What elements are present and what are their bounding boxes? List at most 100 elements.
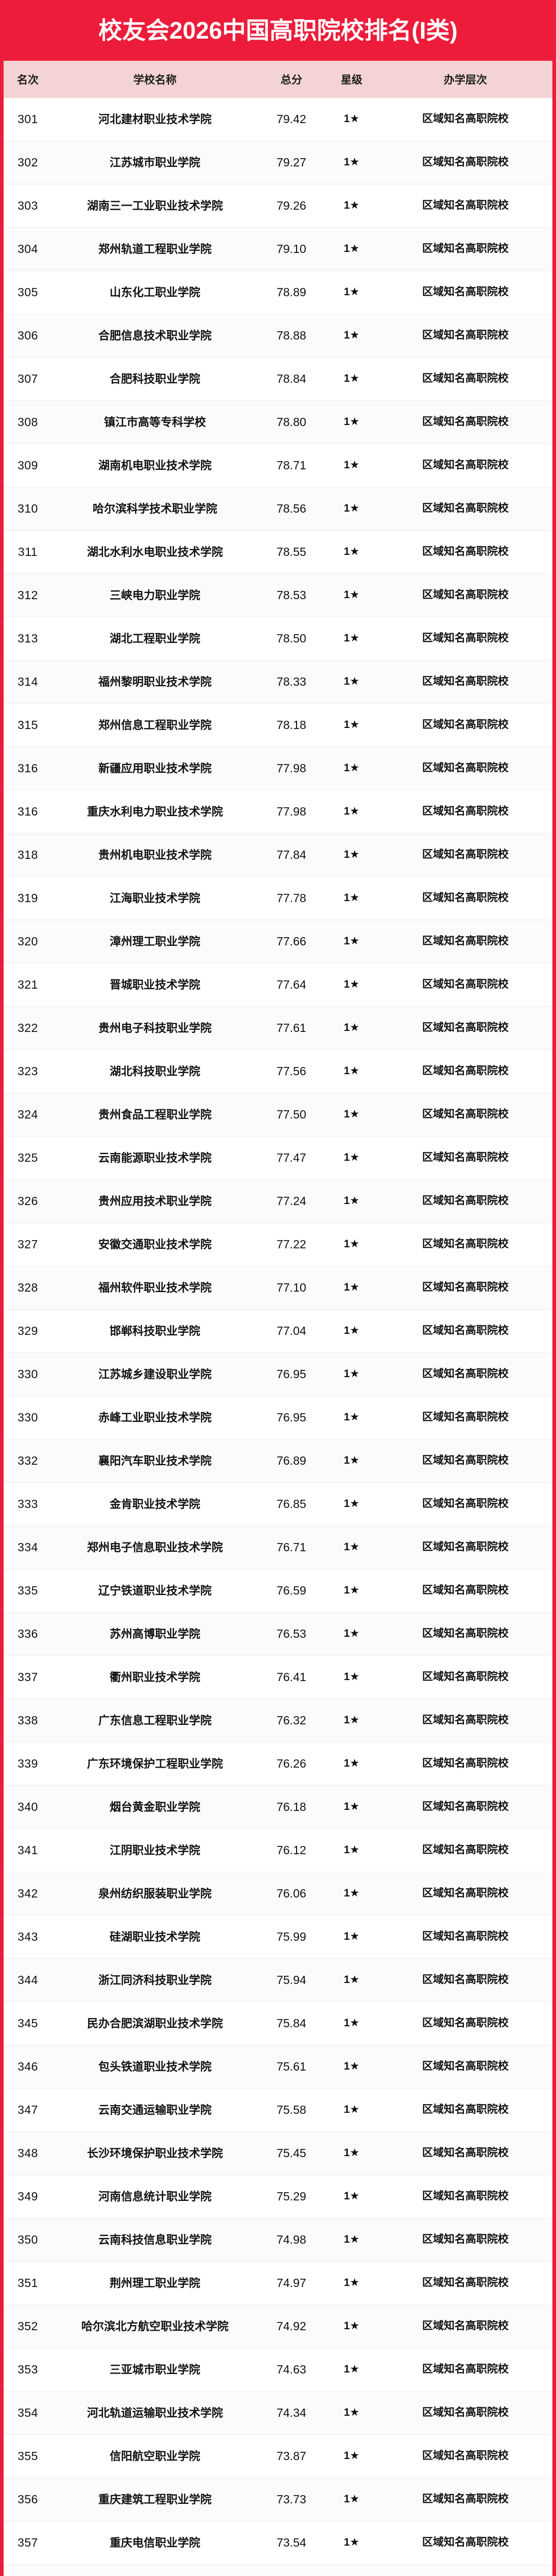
row-rank: 320 [18,934,38,948]
table-row[interactable]: 334 郑州电子信息职业技术学院 76.71 1★ 区域知名高职院校 [4,1526,552,1569]
table-row[interactable]: 336 苏州高博职业学院 76.53 1★ 区域知名高职院校 [4,1613,552,1656]
row-star-rating: 1★ [343,113,360,125]
row-school-level: 区域知名高职院校 [422,2536,509,2549]
table-row[interactable]: 354 河北轨道运输职业技术学院 74.34 1★ 区域知名高职院校 [4,2392,552,2435]
row-school-level: 区域知名高职院校 [422,2104,509,2116]
table-row[interactable]: 338 广东信息工程职业学院 76.32 1★ 区域知名高职院校 [4,1699,552,1742]
table-row[interactable]: 309 湖南机电职业技术学院 78.71 1★ 区域知名高职院校 [4,444,552,487]
row-rank: 338 [18,1713,38,1727]
table-row[interactable]: 321 晋城职业技术学院 77.64 1★ 区域知名高职院校 [4,963,552,1007]
table-row[interactable]: 330 赤峰工业职业技术学院 76.95 1★ 区域知名高职院校 [4,1396,552,1439]
table-row[interactable]: 313 湖北工程职业学院 78.50 1★ 区域知名高职院校 [4,617,552,660]
table-row[interactable]: 326 贵州应用技术职业学院 77.24 1★ 区域知名高职院校 [4,1180,552,1223]
row-score: 77.61 [276,1021,306,1035]
table-row[interactable]: 316 重庆水利电力职业技术学院 77.98 1★ 区域知名高职院校 [4,790,552,834]
table-row[interactable]: 350 云南科技信息职业学院 74.98 1★ 区域知名高职院校 [4,2218,552,2262]
table-row[interactable]: 333 金肯职业技术学院 76.85 1★ 区域知名高职院校 [4,1483,552,1526]
table-row[interactable]: 349 河南信息统计职业学院 75.29 1★ 区域知名高职院校 [4,2175,552,2218]
table-row[interactable]: 356 重庆建筑工程职业学院 73.73 1★ 区域知名高职院校 [4,2478,552,2521]
table-row[interactable]: 353 三亚城市职业学院 74.63 1★ 区域知名高职院校 [4,2348,552,2392]
table-row[interactable]: 314 福州黎明职业技术学院 78.33 1★ 区域知名高职院校 [4,660,552,704]
table-row[interactable]: 357 重庆电信职业学院 73.54 1★ 区域知名高职院校 [4,2521,552,2565]
table-row[interactable]: 311 湖北水利水电职业技术学院 78.55 1★ 区域知名高职院校 [4,531,552,574]
row-rank: 357 [18,2535,38,2549]
row-school-level: 区域知名高职院校 [422,762,509,774]
table-row[interactable]: 310 哈尔滨科学技术职业学院 78.56 1★ 区域知名高职院校 [4,487,552,531]
table-row[interactable]: 305 山东化工职业学院 78.89 1★ 区域知名高职院校 [4,271,552,314]
table-row[interactable]: 343 硅湖职业技术学院 75.99 1★ 区域知名高职院校 [4,1916,552,1959]
table-row[interactable]: 316 新疆应用职业技术学院 77.98 1★ 区域知名高职院校 [4,747,552,790]
table-row[interactable]: 312 三峡电力职业学院 78.53 1★ 区域知名高职院校 [4,574,552,617]
table-row[interactable]: 342 泉州纺织服装职业学院 76.06 1★ 区域知名高职院校 [4,1872,552,1916]
table-row[interactable]: 323 湖北科技职业学院 77.56 1★ 区域知名高职院校 [4,1050,552,1093]
table-row[interactable]: 307 合肥科技职业学院 78.84 1★ 区域知名高职院校 [4,358,552,401]
table-row[interactable]: 345 民办合肥滨湖职业技术学院 75.84 1★ 区域知名高职院校 [4,2002,552,2045]
table-row[interactable]: 351 荆州理工职业学院 74.97 1★ 区域知名高职院校 [4,2262,552,2305]
table-row[interactable]: 348 长沙环境保护职业技术学院 75.45 1★ 区域知名高职院校 [4,2132,552,2175]
row-score: 76.89 [276,1453,306,1467]
table-row[interactable]: 318 贵州机电职业技术学院 77.84 1★ 区域知名高职院校 [4,834,552,877]
table-row[interactable]: 328 福州软件职业技术学院 77.10 1★ 区域知名高职院校 [4,1266,552,1310]
row-rank: 345 [18,2016,38,2030]
table-row[interactable]: 344 浙江同济科技职业学院 75.94 1★ 区域知名高职院校 [4,1959,552,2002]
row-rank: 347 [18,2103,38,2116]
row-score: 77.56 [276,1064,306,1078]
row-school-name: 三峡电力职业学院 [109,588,200,602]
row-star-rating: 1★ [343,243,360,255]
row-school-name: 广东环境保护工程职业学院 [86,1757,223,1770]
table-row[interactable]: 322 贵州电子科技职业学院 77.61 1★ 区域知名高职院校 [4,1007,552,1050]
table-row[interactable]: 346 包头铁道职业技术学院 75.61 1★ 区域知名高职院校 [4,2045,552,2089]
row-school-name: 湖北水利水电职业技术学院 [86,545,223,558]
table-row[interactable]: 302 江苏城市职业学院 79.27 1★ 区域知名高职院校 [4,141,552,184]
row-school-name: 福州软件职业技术学院 [98,1281,212,1294]
table-row[interactable]: 324 贵州食品工程职业学院 77.50 1★ 区域知名高职院校 [4,1093,552,1137]
row-star-rating: 1★ [343,1757,360,1770]
table-row[interactable]: 339 广东环境保护工程职业学院 76.26 1★ 区域知名高职院校 [4,1742,552,1786]
row-school-name: 硅湖职业技术学院 [109,1930,200,1943]
table-row[interactable]: 340 烟台黄金职业学院 76.18 1★ 区域知名高职院校 [4,1786,552,1829]
row-rank: 336 [18,1626,38,1640]
row-star-rating: 1★ [343,1368,360,1380]
row-school-level: 区域知名高职院校 [422,1844,509,1856]
row-rank: 319 [18,891,38,905]
row-school-name: 漳州理工职业学院 [109,935,200,948]
table-row[interactable]: 355 信阳航空职业学院 73.87 1★ 区域知名高职院校 [4,2435,552,2478]
table-row[interactable]: 337 衢州职业技术学院 76.41 1★ 区域知名高职院校 [4,1656,552,1699]
table-row[interactable]: 329 邯郸科技职业学院 77.04 1★ 区域知名高职院校 [4,1310,552,1353]
table-row[interactable]: 332 襄阳汽车职业技术学院 76.89 1★ 区域知名高职院校 [4,1439,552,1483]
table-row[interactable]: 308 镇江市高等专科学校 78.80 1★ 区域知名高职院校 [4,401,552,444]
row-score: 74.97 [276,2276,306,2290]
table-row[interactable]: 347 云南交通运输职业学院 75.58 1★ 区域知名高职院校 [4,2089,552,2132]
row-rank: 348 [18,2146,38,2160]
table-row[interactable]: 304 郑州轨道工程职业学院 79.10 1★ 区域知名高职院校 [4,228,552,271]
row-school-name: 福州黎明职业技术学院 [98,675,212,688]
row-school-level: 区域知名高职院校 [422,1151,509,1164]
row-star-rating: 1★ [343,329,360,342]
table-row[interactable]: 325 云南能源职业技术学院 77.47 1★ 区域知名高职院校 [4,1137,552,1180]
table-row[interactable]: 335 辽宁铁道职业技术学院 76.59 1★ 区域知名高职院校 [4,1569,552,1613]
table-row[interactable]: 341 江阴职业技术学院 76.12 1★ 区域知名高职院校 [4,1829,552,1872]
row-school-level: 区域知名高职院校 [422,1498,509,1510]
table-row[interactable]: 330 江苏城乡建设职业学院 76.95 1★ 区域知名高职院校 [4,1353,552,1396]
row-school-level: 区域知名高职院校 [422,2017,509,2029]
row-star-rating: 1★ [343,286,360,298]
row-rank: 341 [18,1843,38,1857]
row-score: 76.12 [276,1843,306,1857]
table-row[interactable]: 315 郑州信息工程职业学院 78.18 1★ 区域知名高职院校 [4,704,552,747]
table-row[interactable]: 358苏州工业园区服务外包职业学院73.351★区域知名高职院校 [4,2565,552,2576]
table-row[interactable]: 301 河北建材职业技术学院 79.42 1★ 区域知名高职院校 [4,98,552,141]
table-row[interactable]: 306 合肥信息技术职业学院 78.88 1★ 区域知名高职院校 [4,314,552,358]
table-row[interactable]: 352 哈尔滨北方航空职业技术学院 74.92 1★ 区域知名高职院校 [4,2305,552,2348]
table-row[interactable]: 319 江海职业技术学院 77.78 1★ 区域知名高职院校 [4,877,552,920]
row-score: 79.42 [276,112,306,126]
table-row[interactable]: 303 湖南三一工业职业技术学院 79.26 1★ 区域知名高职院校 [4,184,552,228]
row-score: 78.71 [276,458,306,472]
row-score: 78.80 [276,415,306,429]
table-row[interactable]: 320 漳州理工职业学院 77.66 1★ 区域知名高职院校 [4,920,552,963]
row-school-name: 晋城职业技术学院 [109,978,200,991]
row-school-level: 区域知名高职院校 [422,2493,509,2505]
row-star-rating: 1★ [343,459,360,471]
row-school-name: 民办合肥滨湖职业技术学院 [86,2016,223,2030]
table-row[interactable]: 327 安徽交通职业技术学院 77.22 1★ 区域知名高职院校 [4,1223,552,1266]
row-rank: 322 [18,1021,38,1035]
